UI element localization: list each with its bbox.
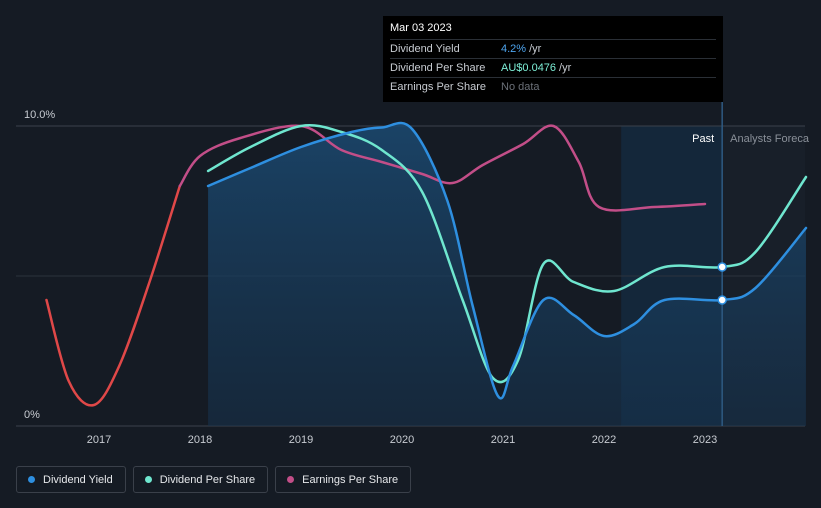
- tooltip-value: AU$0.0476: [501, 62, 557, 74]
- tooltip-unit: /yr: [529, 43, 542, 55]
- x-tick-label: 2022: [592, 434, 616, 446]
- x-tick-label: 2023: [693, 434, 717, 446]
- earnings-per-share-line-low: [45, 184, 182, 407]
- x-tick-label: 2018: [188, 434, 212, 446]
- legend-label: Dividend Per Share: [159, 473, 256, 486]
- tooltip-label: Dividend Yield: [390, 43, 460, 55]
- legend-dot: [28, 476, 35, 483]
- legend-item-dividend-yield[interactable]: Dividend Yield: [16, 466, 126, 493]
- tooltip-value: No data: [501, 81, 540, 93]
- tooltip-label: Earnings Per Share: [390, 81, 486, 93]
- y-tick-label: 10.0%: [24, 109, 55, 121]
- legend-dot: [144, 476, 152, 483]
- dividend-per-share-line: [206, 124, 808, 384]
- tooltip-row-dividend-yield: Dividend Yield 4.2% /yr: [390, 39, 716, 58]
- dividend-yield-line: [206, 121, 808, 400]
- dividend-yield-area: [208, 123, 806, 426]
- x-tick-label: 2019: [289, 434, 313, 446]
- x-tick-label: 2017: [87, 434, 111, 446]
- x-tick-label: 2021: [491, 434, 515, 446]
- legend-item-dividend-per-share[interactable]: Dividend Per Share: [132, 466, 269, 493]
- legend-label: Dividend Yield: [43, 473, 113, 486]
- tooltip-date: Mar 03 2023: [390, 22, 452, 34]
- legend-label: Earnings Per Share: [302, 473, 399, 486]
- legend-dot: [287, 476, 295, 483]
- tooltip-marker: [717, 295, 727, 305]
- tooltip-panel: Mar 03 2023 Dividend Yield 4.2% /yr Divi…: [383, 16, 723, 102]
- region-label-past: Past: [692, 133, 714, 145]
- x-tick-label: 2020: [390, 434, 414, 446]
- tooltip-row-earnings-per-share: Earnings Per Share No data: [390, 77, 716, 96]
- chart-legend: Dividend Yield Dividend Per Share Earnin…: [16, 466, 412, 493]
- tooltip-marker: [717, 262, 727, 272]
- legend-item-earnings-per-share[interactable]: Earnings Per Share: [275, 466, 412, 493]
- earnings-per-share-line: [178, 124, 707, 212]
- tooltip-row-dividend-per-share: Dividend Per Share AU$0.0476 /yr: [390, 58, 716, 77]
- y-tick-label: 0%: [24, 409, 40, 421]
- tooltip-unit: /yr: [559, 62, 572, 74]
- tooltip-label: Dividend Per Share: [390, 62, 486, 74]
- tooltip-value: 4.2%: [501, 43, 527, 55]
- region-label-forecast: Analysts Foreca: [730, 133, 810, 145]
